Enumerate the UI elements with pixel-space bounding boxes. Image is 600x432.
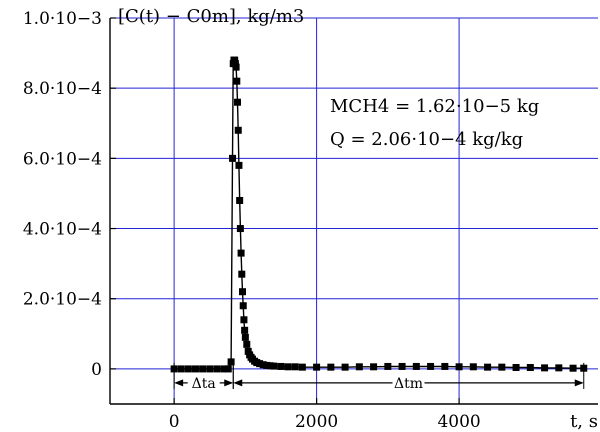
data-point [206, 365, 214, 373]
delta-ta-arrow-head-right [224, 379, 234, 387]
x-tick-label: 0 [169, 412, 180, 432]
y-tick-labels: 0 2.0·10−4 4.0·10−4 6.0·10−4 8.0·10−4 1.0·10−… [23, 9, 102, 380]
data-point [313, 363, 321, 371]
data-point [239, 302, 247, 310]
data-point [238, 270, 246, 278]
data-point [236, 196, 244, 204]
data-point [469, 363, 477, 371]
data-point [412, 362, 420, 370]
x-axis-label: t, s [570, 411, 598, 432]
data-point [224, 365, 232, 373]
data-point [441, 362, 449, 370]
delta-ta-label-bg [187, 373, 220, 392]
y-tick-label: 2.0·10−4 [23, 290, 102, 310]
data-point [232, 63, 240, 71]
data-point [512, 364, 520, 372]
q-annotation: Q = 2.06·10−4 kg/kg [330, 129, 523, 150]
data-point [244, 347, 252, 355]
data-point [227, 358, 235, 366]
data-point [526, 364, 534, 372]
data-point [259, 361, 267, 369]
x-tick-label: 4000 [437, 412, 480, 432]
grid-lines [110, 17, 598, 404]
mass-annotation: MCH4 = 1.62·10−5 kg [330, 96, 539, 117]
data-point [240, 316, 248, 324]
data-point [580, 364, 588, 372]
data-point [199, 365, 207, 373]
data-point [484, 363, 492, 371]
data-point [235, 161, 243, 169]
data-point [555, 364, 563, 372]
data-point [355, 363, 363, 371]
data-point [569, 364, 577, 372]
data-point [341, 363, 349, 371]
y-tick-label: 6.0·10−4 [23, 149, 102, 169]
data-point [237, 249, 245, 257]
delta-tm-label: Δtm [394, 376, 423, 392]
data-point [236, 225, 244, 233]
x-tick-label: 2000 [295, 412, 338, 432]
data-point [233, 77, 241, 85]
data-point [384, 362, 392, 370]
delta-tm-label-bg [392, 373, 425, 392]
data-point [277, 362, 285, 370]
data-point [191, 365, 199, 373]
data-point [239, 288, 247, 296]
data-point [298, 363, 306, 371]
delta-tm-arrow-head-right [574, 379, 584, 387]
data-point [284, 363, 292, 371]
data-point [170, 365, 178, 373]
data-point [398, 362, 406, 370]
y-tick-label: 8.0·10−4 [23, 79, 102, 99]
data-point [231, 56, 239, 64]
y-tick-label: 4.0·10−4 [23, 220, 102, 240]
data-point [498, 363, 506, 371]
data-point [270, 362, 278, 370]
interval-markers: Δta Δtm [173, 362, 585, 392]
data-series [170, 56, 588, 373]
data-point [177, 365, 185, 373]
axes [109, 17, 598, 405]
delta-ta-label: Δta [192, 376, 216, 392]
data-point [184, 365, 192, 373]
delta-ta-arrow-head-left [174, 379, 184, 387]
x-tick-labels: 0 2000 4000 [169, 412, 481, 432]
data-point [455, 363, 463, 371]
data-point [256, 360, 264, 368]
data-point [213, 365, 221, 373]
data-point [229, 154, 237, 162]
y-tick-label: 1.0·10−3 [23, 9, 102, 29]
data-point [231, 60, 239, 68]
delta-tm-arrow-head-left [233, 379, 243, 387]
data-point [427, 362, 435, 370]
data-point [266, 362, 274, 370]
data-point [291, 363, 299, 371]
y-axis-label: [C(t) − C0m], kg/m3 [118, 6, 304, 27]
data-point [234, 98, 242, 106]
data-point [234, 126, 242, 134]
data-point [241, 326, 249, 334]
data-point [541, 364, 549, 372]
data-point [263, 361, 271, 369]
data-point [241, 333, 249, 341]
data-point [220, 365, 228, 373]
data-point [327, 363, 335, 371]
data-point [243, 340, 251, 348]
y-tick-label: 0 [91, 360, 102, 380]
data-point [370, 363, 378, 371]
